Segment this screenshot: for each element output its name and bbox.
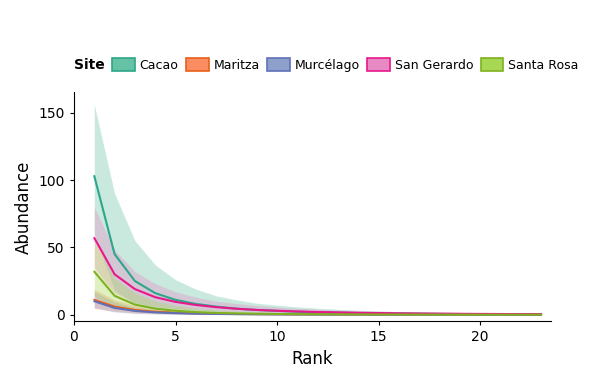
Legend: Site, Cacao, Maritza, Murcélago, San Gerardo, Santa Rosa: Site, Cacao, Maritza, Murcélago, San Ger… <box>46 57 579 72</box>
X-axis label: Rank: Rank <box>292 350 334 368</box>
Y-axis label: Abundance: Abundance <box>15 160 33 254</box>
